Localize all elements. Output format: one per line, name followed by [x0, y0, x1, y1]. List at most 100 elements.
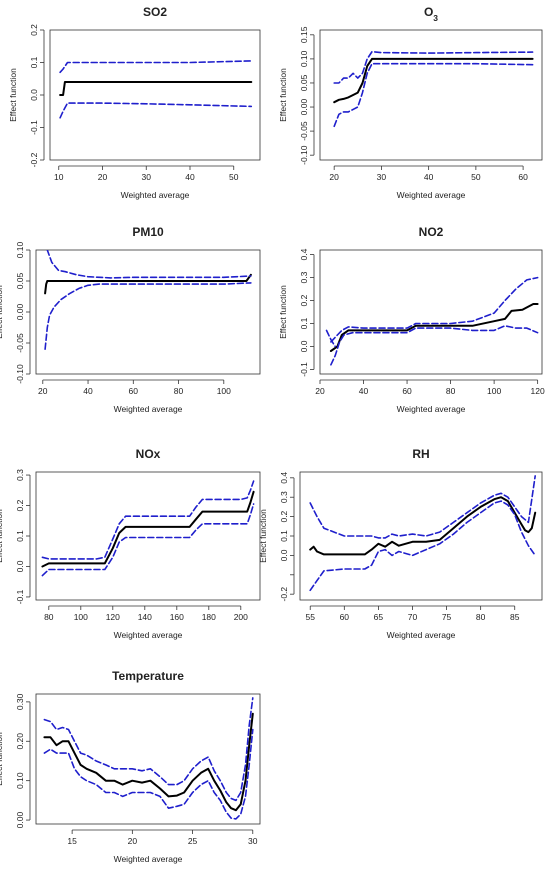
confidence-band-line: [41, 503, 255, 577]
x-tick-label: 20: [98, 172, 108, 182]
confidence-band-line: [309, 475, 537, 539]
x-tick-label: 20: [315, 386, 325, 396]
estimate-line: [44, 273, 252, 295]
y-axis-label: Effect function: [258, 509, 268, 563]
x-tick-label: 100: [487, 386, 501, 396]
plot-frame: [49, 29, 261, 161]
y-axis-label: Effect function: [0, 509, 4, 563]
x-tick-label: 40: [424, 172, 434, 182]
y-tick-label: 0.4: [279, 472, 289, 484]
x-tick-label: 80: [44, 612, 54, 622]
x-tick-label: 60: [402, 386, 412, 396]
panel-rh: RH 55 60 65 70 75 80 85 Weighted average -0.2 0.0 0…: [258, 447, 543, 640]
confidence-band-line: [41, 480, 255, 560]
confidence-band-line: [59, 102, 253, 119]
panel-temperature: Temperature 15 20 25 30 Weighted average 0.00 0…: [0, 669, 261, 864]
panel-title: SO2: [143, 5, 167, 19]
x-tick-label: 30: [142, 172, 152, 182]
confidence-band-line: [43, 697, 254, 802]
y-tick-label: 0.05: [299, 74, 309, 91]
x-tick-label: 120: [106, 612, 120, 622]
y-tick-label: -0.2: [29, 152, 39, 167]
confidence-band-line: [330, 276, 539, 343]
panel-title: RH: [412, 447, 429, 461]
y-tick-label: 0.0: [279, 549, 289, 561]
estimate-line: [309, 496, 537, 556]
panel-title: O3: [424, 5, 438, 23]
x-tick-label: 75: [442, 612, 452, 622]
x-axis-label: Weighted average: [121, 190, 190, 200]
y-tick-label: 0.1: [299, 317, 309, 329]
estimate-line: [329, 303, 539, 352]
x-tick-label: 100: [74, 612, 88, 622]
x-axis-label: Weighted average: [397, 404, 466, 414]
x-tick-label: 80: [476, 612, 486, 622]
y-tick-label: 0.4: [299, 248, 309, 260]
y-axis-label: Effect function: [8, 68, 18, 122]
x-tick-label: 85: [510, 612, 520, 622]
y-tick-label: 0.2: [279, 510, 289, 522]
x-tick-label: 60: [129, 386, 139, 396]
y-tick-label: -0.1: [29, 120, 39, 135]
y-tick-label: -0.05: [15, 333, 25, 353]
panel-title: NOx: [136, 447, 161, 461]
estimate-line: [43, 712, 254, 812]
panel-nox: NOx 80 100 120 140 160 180 200 Weighted average -…: [0, 447, 261, 640]
y-tick-label: 0.30: [15, 693, 25, 710]
y-tick-label: 0.00: [15, 303, 25, 320]
panel-so2: SO2 10 20 30 40 50 Weighted average -0.2 -0.1 0.0…: [8, 5, 261, 200]
panel-o: O3 20 30 40 50 60 Weighted average -0.10 -0.05 0.…: [278, 5, 543, 200]
y-tick-label: 0.00: [299, 98, 309, 115]
x-tick-label: 100: [217, 386, 231, 396]
x-axis-label: Weighted average: [397, 190, 466, 200]
confidence-band-line: [309, 500, 537, 592]
confidence-band-line: [333, 62, 534, 128]
x-tick-label: 200: [234, 612, 248, 622]
y-tick-label: 0.10: [15, 241, 25, 258]
y-axis-label: Effect function: [0, 732, 4, 786]
panel-title-subscript: 3: [433, 13, 438, 23]
x-tick-label: 140: [138, 612, 152, 622]
x-axis-label: Weighted average: [114, 630, 183, 640]
confidence-band-line: [333, 50, 534, 84]
y-tick-label: 0.3: [299, 271, 309, 283]
plot-frame: [299, 471, 543, 601]
y-tick-label: 0.3: [279, 491, 289, 503]
estimate-line: [333, 57, 534, 104]
y-tick-label: 0.1: [279, 530, 289, 542]
panel-title: Temperature: [112, 669, 184, 683]
y-tick-label: 0.3: [15, 469, 25, 481]
confidence-band-line: [46, 250, 252, 279]
x-tick-label: 80: [446, 386, 456, 396]
y-tick-label: -0.05: [299, 121, 309, 141]
confidence-band-line: [44, 282, 252, 351]
y-tick-label: 0.10: [15, 772, 25, 789]
plot-frame: [319, 249, 543, 375]
x-tick-label: 25: [188, 836, 198, 846]
y-tick-label: 0.1: [29, 56, 39, 68]
plot-frame: [35, 693, 261, 825]
y-tick-label: 0.0: [299, 340, 309, 352]
x-tick-label: 20: [128, 836, 138, 846]
y-tick-label: 0.10: [299, 50, 309, 67]
x-tick-label: 20: [38, 386, 48, 396]
x-axis-label: Weighted average: [114, 404, 183, 414]
x-tick-label: 70: [408, 612, 418, 622]
x-tick-label: 55: [305, 612, 315, 622]
y-tick-label: 0.00: [15, 812, 25, 829]
x-tick-label: 40: [359, 386, 369, 396]
x-tick-label: 50: [471, 172, 481, 182]
x-tick-label: 50: [229, 172, 239, 182]
x-tick-label: 180: [202, 612, 216, 622]
y-tick-label: 0.1: [15, 530, 25, 542]
x-tick-label: 20: [329, 172, 339, 182]
y-tick-label: -0.10: [299, 145, 309, 165]
x-tick-label: 30: [377, 172, 387, 182]
panel-title: NO2: [419, 225, 444, 239]
y-axis-label: Effect function: [278, 285, 288, 339]
panel-title: PM10: [132, 225, 164, 239]
confidence-band-line: [330, 324, 539, 366]
x-tick-label: 40: [83, 386, 93, 396]
panel-pm10: PM10 20 40 60 80 100 Weighted average -0.10 -0.0…: [0, 225, 261, 414]
